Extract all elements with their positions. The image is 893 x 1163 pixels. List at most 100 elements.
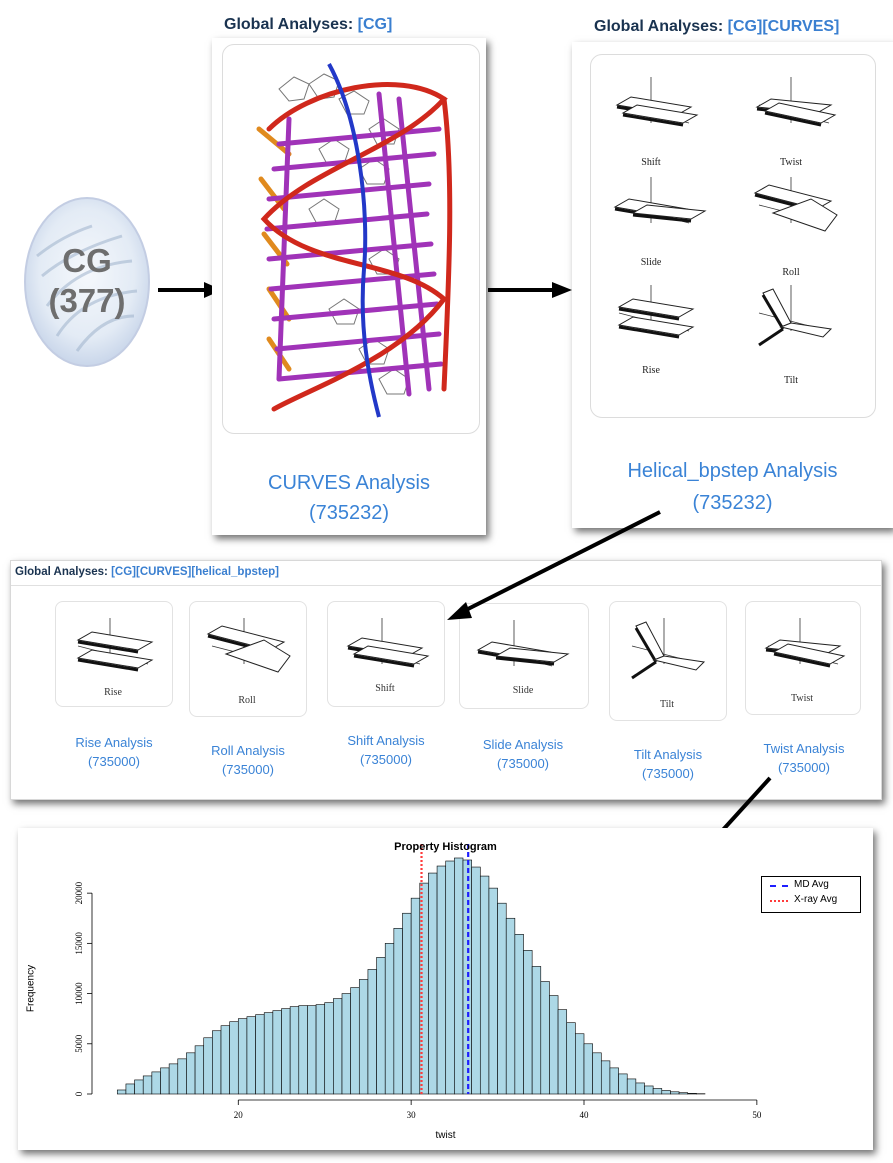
breadcrumb-link-curves[interactable]: [CURVES] (762, 18, 840, 35)
histogram-bar (644, 1085, 654, 1095)
histogram-bar (134, 1079, 144, 1095)
breadcrumb-link-cg[interactable]: [CG] (727, 18, 763, 35)
helical-card[interactable]: Shift Twist Slide Roll Rise Tilt (590, 54, 876, 418)
histogram-bar (263, 1012, 274, 1095)
histogram-bar (436, 865, 447, 1095)
twist-thumbnail[interactable] (745, 601, 861, 715)
histogram-bar (471, 866, 481, 1095)
roll-glyph (206, 618, 291, 673)
curves-analysis-count: (735232) (308, 502, 390, 524)
analysis-item-slide[interactable]: Slide Slide Analysis (735000) (453, 599, 593, 779)
helical-analysis-link[interactable]: Helical_bpstep Analysis (627, 460, 838, 482)
roll-analysis-link[interactable]: Roll Analysis (211, 743, 285, 758)
slide-thumbnail-label: Slide (512, 685, 534, 696)
analysis-item-shift[interactable]: Shift Shift Analysis (735000) (321, 599, 451, 779)
helical-analysis-count: (735232) (692, 492, 773, 514)
x-axis-label: twist (435, 1130, 456, 1141)
y-tick-label: 15000 (74, 932, 84, 955)
histogram-bar (687, 1092, 697, 1095)
curves-panel: CURVES Analysis (735232) (212, 38, 486, 535)
legend-md-swatch (770, 885, 788, 887)
roll-thumbnail[interactable] (189, 601, 307, 717)
curves-card[interactable] (222, 44, 480, 434)
twist-analysis-count: (735000) (777, 760, 831, 775)
breadcrumb-link-cg[interactable]: [CG] (111, 566, 136, 578)
x-tick-label: 40 (580, 1110, 590, 1120)
tilt-analysis-count: (735000) (641, 766, 695, 781)
histogram-bar (151, 1071, 161, 1095)
tilt-thumbnail[interactable] (609, 601, 727, 721)
twist-glyph (764, 618, 846, 668)
histogram-bar (341, 993, 351, 1095)
x-tick-label: 30 (407, 1110, 417, 1120)
histogram-bar (272, 1010, 282, 1095)
slide-thumbnail[interactable] (459, 603, 589, 709)
histogram-bar (497, 902, 507, 1095)
breadcrumb-prefix: Global Analyses: (594, 18, 728, 35)
histogram-bar (350, 987, 360, 1095)
shift-thumbnail-label: Shift (375, 683, 395, 694)
breadcrumb-link-bpstep[interactable]: [helical_bpstep] (191, 566, 279, 578)
histogram-panel: 20 30 40 50 0 5000 10000 15000 20000 Property Hi… (18, 828, 873, 1150)
y-tick-label: 0 (74, 1091, 84, 1096)
tilt-diagram (631, 618, 706, 680)
slide-diagram (476, 620, 570, 667)
bpstep-glyph-slide (613, 177, 707, 224)
shift-analysis-link[interactable]: Shift Analysis (347, 733, 425, 748)
bpstep-glyph-shift (615, 77, 699, 127)
shift-thumbnail[interactable] (327, 601, 445, 707)
histogram-bar (652, 1088, 663, 1095)
cg-node[interactable]: CG (377) (22, 196, 152, 368)
bpstep-label-tilt: Tilt (784, 375, 798, 386)
histogram-bar (592, 1052, 602, 1095)
twist-analysis-link[interactable]: Twist Analysis (763, 741, 845, 756)
cg-node-count: (377) (48, 282, 126, 319)
histogram-bar (428, 872, 438, 1095)
analysis-item-tilt[interactable]: Tilt Tilt Analysis (735000) (603, 599, 733, 789)
bpstep-glyph-twist (755, 77, 837, 127)
shift-analysis-count: (735000) (359, 752, 413, 767)
bpstep-label-shift: Shift (641, 157, 661, 168)
slide-analysis-link[interactable]: Slide Analysis (482, 737, 564, 752)
breadcrumb-link-curves[interactable]: [CURVES] (136, 566, 192, 578)
histogram-bar (229, 1021, 239, 1095)
histogram-bar (186, 1052, 196, 1095)
histogram-bar (575, 1033, 585, 1095)
histogram-bar (583, 1043, 593, 1095)
rise-analysis-link[interactable]: Rise Analysis (75, 735, 153, 750)
analysis-item-twist[interactable]: Twist Twist Analysis (735000) (739, 599, 869, 779)
roll-analysis-count: (735000) (221, 762, 275, 777)
slide-glyph (476, 620, 570, 667)
bpstep-glyph-rise (617, 285, 695, 339)
histogram-bar (367, 969, 377, 1095)
rise-thumbnail[interactable] (55, 601, 173, 707)
curves-analysis-link[interactable]: CURVES Analysis (268, 472, 430, 494)
twist-diagram (764, 618, 846, 668)
rise-glyph (76, 618, 154, 672)
analysis-item-rise[interactable]: Rise Rise Analysis (735000) (49, 599, 179, 779)
twist-thumbnail-label: Twist (790, 693, 814, 704)
histogram-bar (168, 1063, 179, 1095)
cg-node-label: CG (62, 242, 112, 279)
breadcrumb-link-cg[interactable]: [CG] (357, 16, 393, 33)
slide-analysis-count: (735000) (496, 756, 550, 771)
breadcrumb-cg: Global Analyses: [CG] (224, 16, 392, 34)
bpstep-glyph-roll (753, 177, 838, 232)
histogram-bar (212, 1030, 222, 1095)
analysis-item-roll[interactable]: Roll Roll Analysis (735000) (183, 599, 313, 779)
tilt-analysis-link[interactable]: Tilt Analysis (633, 747, 703, 762)
histogram-bar (203, 1037, 213, 1095)
breadcrumb-prefix: Global Analyses: (15, 566, 112, 578)
bpstep-diagram: Shift Twist Slide Roll Rise Tilt (613, 77, 838, 386)
roll-thumbnail-label: Roll (238, 695, 256, 706)
cg-node-bubble (24, 197, 150, 367)
histogram-bar (142, 1075, 153, 1095)
histogram-bar (298, 1005, 308, 1095)
histogram-bar (289, 1006, 300, 1095)
histogram-bar (549, 995, 559, 1095)
histogram-bar (160, 1067, 170, 1095)
histogram-bar (661, 1090, 671, 1095)
histogram-bar (324, 1002, 334, 1095)
histogram-bar (125, 1083, 135, 1095)
x-tick-label: 50 (752, 1110, 762, 1120)
